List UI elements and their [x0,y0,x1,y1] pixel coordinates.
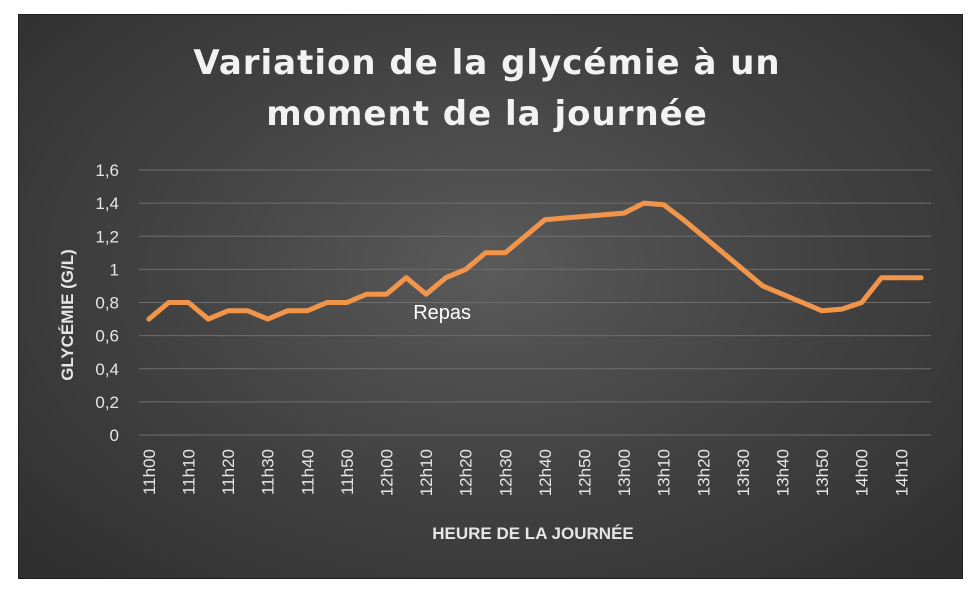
y-tick-label: 0 [110,426,119,445]
x-tick-label: 14h10 [892,449,911,496]
y-axis-ticks: 0 0,2 0,4 0,6 0,8 1 1,2 1,4 1,6 [95,161,119,445]
chart-area: Variation de la glycémie à un moment de … [18,14,963,579]
gridlines [139,169,931,436]
x-tick-label: 11h40 [298,449,317,495]
x-axis-title: HEURE DE LA JOURNÉE [432,524,634,543]
x-tick-label: 12h40 [536,449,555,496]
x-tick-label: 14h00 [853,449,872,496]
y-tick-label: 1,6 [95,161,119,180]
y-tick-label: 0,6 [95,327,119,346]
series-layer [146,200,924,322]
x-tick-label: 11h10 [180,449,199,495]
x-tick-label: 11h20 [219,449,238,495]
x-tick-label: 11h30 [259,449,278,495]
y-tick-label: 1,4 [95,194,119,213]
series-line [146,200,924,322]
x-tick-label: 13h20 [694,449,713,496]
y-tick-label: 1,2 [95,227,119,246]
y-tick-label: 0,8 [95,294,119,313]
y-tick-label: 0,2 [95,393,119,412]
x-tick-label: 13h30 [734,449,753,496]
y-tick-label: 0,4 [95,360,119,379]
chart-title-line-2: moment de la journée [266,94,708,134]
x-tick-label: 13h40 [774,449,793,496]
x-tick-label: 13h10 [655,449,674,496]
x-tick-label: 11h00 [140,449,159,495]
x-tick-label: 13h00 [615,449,634,496]
x-tick-label: 12h50 [576,449,595,496]
x-tick-label: 12h00 [378,449,397,496]
x-tick-label: 12h20 [457,449,476,496]
chart-title-line-1: Variation de la glycémie à un [193,43,780,83]
x-tick-label: 12h10 [417,449,436,496]
annotation-label: Repas [413,302,471,324]
annotations: Repas [413,302,471,324]
line-chart: Variation de la glycémie à un moment de … [58,43,931,543]
x-tick-label: 12h30 [496,449,515,496]
x-axis-ticks: 11h00 11h10 11h20 11h30 11h40 11h50 12h00 12h10… [140,449,911,496]
y-axis-title: GLYCÉMIE (G/L) [58,249,77,381]
y-tick-label: 1 [110,260,119,279]
x-tick-label: 13h50 [813,449,832,496]
x-tick-label: 11h50 [338,449,357,495]
